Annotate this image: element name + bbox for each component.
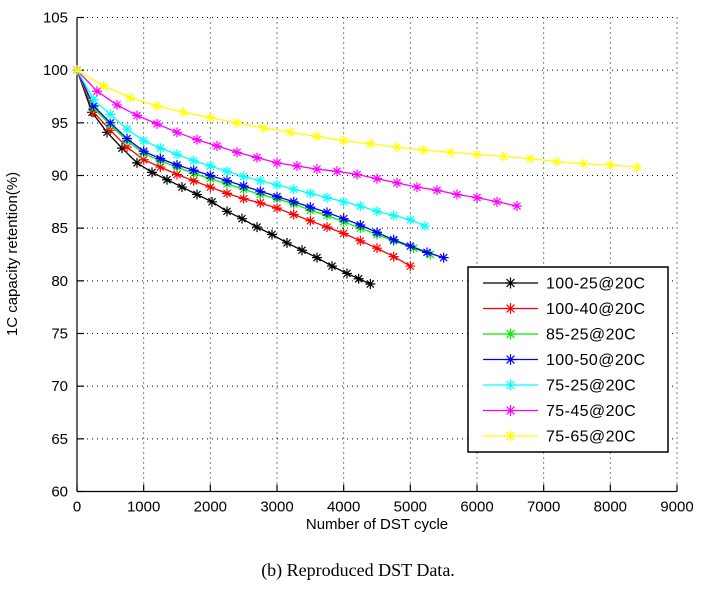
x-tick-label: 9000: [660, 499, 693, 516]
y-tick-label: 75: [51, 326, 68, 343]
legend-entry: 85-25@20C: [483, 327, 636, 344]
x-tick-label: 2000: [194, 499, 227, 516]
legend-entry: 100-25@20C: [483, 276, 645, 293]
legend-entry: 100-40@20C: [483, 301, 645, 318]
tick-labels: 0 1000 2000 3000 4000 5000 6000 7000 8000 9000 60 6…: [43, 10, 694, 516]
y-tick-label: 70: [51, 378, 68, 395]
x-tick-label: 1000: [127, 499, 160, 516]
x-axis-label: Number of DST cycle: [306, 516, 448, 533]
y-tick-label: 95: [51, 115, 68, 132]
legend-marker-sample: [505, 405, 516, 416]
legend-entry-label: 75-25@20C: [546, 378, 636, 395]
legend-entry: 75-65@20C: [483, 429, 636, 446]
y-tick-label: 80: [51, 273, 68, 290]
series-line: [76, 69, 431, 256]
x-tick-label: 5000: [394, 499, 427, 516]
legend-marker-sample: [505, 379, 516, 391]
series-line: [76, 69, 426, 227]
legend-entry: 100-50@20C: [483, 352, 645, 369]
legend-marker-sample: [505, 277, 516, 289]
x-tick-label: 3000: [260, 499, 293, 516]
series-markers: [72, 65, 449, 263]
legend-marker-sample: [505, 328, 516, 340]
y-tick-label: 85: [51, 220, 68, 237]
legend-marker-sample: [505, 430, 516, 442]
figure-caption: (b) Reproduced DST Data.: [261, 560, 455, 580]
data-series: [72, 65, 642, 289]
y-tick-label: 105: [43, 10, 68, 27]
legend-entry-label: 75-45@20C: [546, 403, 636, 420]
y-tick-label: 90: [51, 168, 68, 185]
legend-box: 100-25@20C 100-40@20C 85-25@20C 100-50@20C 7…: [467, 266, 669, 453]
series-100-50@20C: [72, 65, 449, 263]
x-tick-label: 0: [73, 499, 81, 516]
series-line: [76, 69, 638, 168]
legend-marker-sample: [505, 303, 516, 314]
legend-entry-label: 85-25@20C: [546, 327, 636, 344]
axes: [76, 16, 678, 493]
legend-entry-label: 75-65@20C: [546, 429, 636, 446]
legend-entry: 75-45@20C: [483, 403, 636, 420]
x-tick-label: 6000: [460, 499, 493, 516]
legend-marker-sample: [505, 354, 516, 365]
x-tick-label: 8000: [594, 499, 627, 516]
series-markers: [72, 65, 642, 173]
y-tick-label: 100: [43, 62, 68, 79]
series-markers: [72, 65, 416, 272]
dst-line-chart: 0 1000 2000 3000 4000 5000 6000 7000 8000 9000 60 6…: [4, 10, 694, 534]
y-tick-label: 60: [51, 484, 68, 501]
series-100-40@20C: [72, 65, 416, 272]
x-tick-label: 4000: [327, 499, 360, 516]
y-tick-label: 65: [51, 431, 68, 448]
legend-entry-label: 100-25@20C: [546, 276, 645, 293]
y-axis-label: 1C capacity retention(%): [4, 172, 21, 336]
legend-entry-label: 100-50@20C: [546, 352, 645, 369]
x-tick-label: 7000: [527, 499, 560, 516]
legend-entry: 75-25@20C: [483, 378, 636, 395]
series-75-65@20C: [72, 65, 642, 173]
legend-entry-label: 100-40@20C: [546, 301, 645, 318]
series-100-25@20C: [72, 65, 376, 289]
